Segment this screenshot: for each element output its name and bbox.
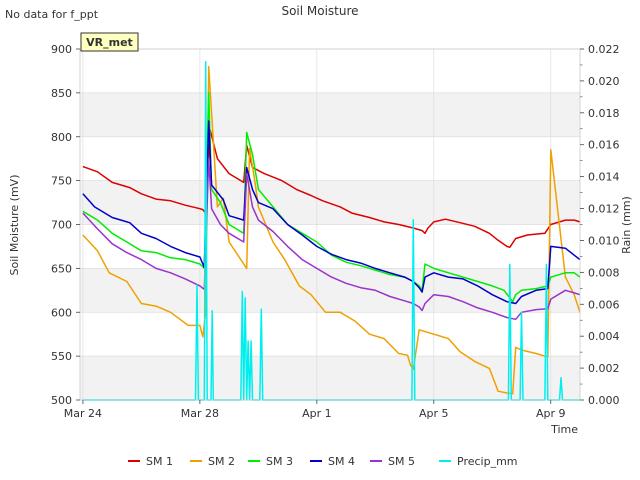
background-band [80,356,580,400]
y-right-tick-label: 0.010 [588,234,620,247]
x-tick-label: Mar 28 [181,407,219,420]
y-right-tick-label: 0.004 [588,330,620,343]
legend-label-sm-2: SM 2 [208,455,235,468]
y-right-tick-label: 0.000 [588,394,620,407]
y-right-tick-label: 0.020 [588,75,620,88]
y-axis-left: 500 550 600 650 700 750 800 850 900 [51,43,80,407]
y-right-tick-label: 0.014 [588,171,620,184]
legend-label-sm-4: SM 4 [328,455,355,468]
no-data-note: No data for f_ppt [5,8,99,21]
legend-label-precip-mm: Precip_mm [457,455,518,468]
series-line-sm-5 [82,157,581,321]
y-tick-label: 550 [51,350,72,363]
y-tick-label: 650 [51,262,72,275]
x-axis: Mar 24 Mar 28 Apr 1 Apr 5 Apr 9 [64,400,566,420]
y-right-tick-label: 0.012 [588,203,620,216]
y-tick-label: 800 [51,131,72,144]
y-right-tick-label: 0.016 [588,139,620,152]
legend: SM 1 SM 2 SM 3 SM 4 SM 5 Precip_mm [128,455,518,468]
x-tick-label: Mar 24 [64,407,102,420]
x-tick-label: Apr 5 [419,407,449,420]
series-line-sm-3 [82,92,581,303]
y-axis-label: Soil Moisture (mV) [8,175,21,276]
x-tick-label: Apr 9 [536,407,566,420]
y-tick-label: 850 [51,87,72,100]
y-axis-right-label: Rain (mm) [620,196,633,254]
y-right-tick-label: 0.018 [588,107,620,120]
y-right-tick-label: 0.022 [588,43,620,56]
x-tick-label: Apr 1 [302,407,332,420]
y-right-tick-label: 0.002 [588,362,620,375]
badge-label: VR_met [86,36,133,49]
legend-label-sm-1: SM 1 [146,455,173,468]
series-line-sm-1 [82,128,581,249]
legend-label-sm-5: SM 5 [388,455,415,468]
y-right-tick-label: 0.008 [588,266,620,279]
y-tick-label: 750 [51,175,72,188]
background-band [80,92,580,137]
series-line-sm-4 [82,120,581,305]
series-line-sm-2 [82,65,581,395]
y-tick-label: 600 [51,306,72,319]
y-right-tick-label: 0.006 [588,298,620,311]
y-tick-label: 900 [51,43,72,56]
y-axis-right: 0.000 0.002 0.004 0.006 0.008 0.010 0.012 0.014… [580,43,620,407]
y-tick-label: 500 [51,394,72,407]
x-axis-label: Time [550,423,578,436]
badge-box [80,32,139,52]
y-tick-label: 700 [51,219,72,232]
legend-label-sm-3: SM 3 [266,455,293,468]
chart-title: Soil Moisture [281,4,358,18]
station-badge: VR_met [80,32,139,52]
